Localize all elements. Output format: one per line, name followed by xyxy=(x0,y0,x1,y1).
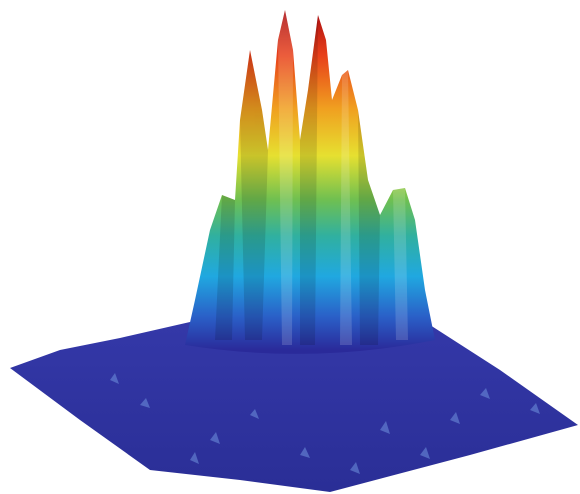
peaks xyxy=(185,10,435,354)
floor-noise xyxy=(110,373,540,474)
peak-highlights xyxy=(278,10,408,345)
peak-shading xyxy=(215,15,380,345)
floor xyxy=(10,322,578,492)
